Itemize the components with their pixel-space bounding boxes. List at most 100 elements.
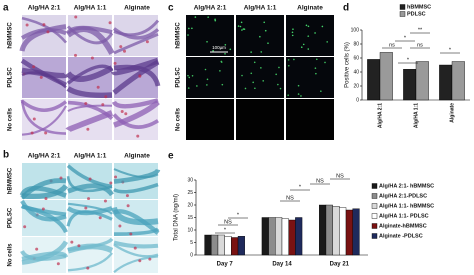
micrograph <box>236 15 284 56</box>
cell <box>88 177 92 181</box>
cell-dot <box>206 41 208 43</box>
bar <box>332 206 340 256</box>
micrograph-bg <box>236 15 284 56</box>
cell-dot <box>219 70 221 72</box>
cell-dot <box>291 31 294 34</box>
cell <box>138 74 142 78</box>
tissue-strand <box>113 64 161 87</box>
tissue-strand <box>66 176 113 193</box>
tissue-strand <box>21 67 69 79</box>
micrograph-bg <box>236 57 284 98</box>
tissue-strand <box>66 26 115 55</box>
micrograph <box>67 237 114 273</box>
tissue-strand <box>113 19 160 37</box>
micrograph-bg <box>286 15 334 56</box>
cell <box>74 15 78 19</box>
tissue-strand <box>67 252 113 272</box>
cell <box>77 244 81 248</box>
annotation: NS <box>336 173 344 179</box>
legend-label: Alginate-hBMMSC <box>379 223 427 229</box>
micrograph-bg <box>186 57 234 98</box>
cell <box>129 232 133 236</box>
cell-dot <box>194 16 197 18</box>
cell-dot <box>292 28 294 30</box>
tissue-strand <box>112 59 160 95</box>
column-header: Alg/HA 1:1 <box>74 5 107 12</box>
cell <box>126 204 130 208</box>
cell-dot <box>314 32 316 34</box>
cell <box>123 49 127 53</box>
x-tick-label: Day 7 <box>217 262 234 268</box>
y-tick-label: 0 <box>356 97 359 103</box>
micrograph <box>112 15 160 56</box>
cell <box>44 131 48 135</box>
bar <box>325 204 333 256</box>
micrograph <box>186 57 234 98</box>
legend-label: hBMMSC <box>407 4 431 10</box>
column-header: Alginate <box>297 5 323 12</box>
tissue-strand <box>20 199 67 222</box>
y-tick-label: 60 <box>353 55 359 61</box>
cell-dot <box>315 58 318 61</box>
legend-label: PDLSC <box>407 11 426 17</box>
micrograph <box>111 98 160 140</box>
cell <box>46 30 50 34</box>
cell-dot <box>314 67 317 69</box>
legend-label: Alg/HA 2:1-PDLSC <box>379 193 427 199</box>
panel-label: b <box>3 150 9 161</box>
annotation: NS <box>316 178 324 184</box>
legend-label: Alginate -PDLSC <box>379 233 423 239</box>
micrograph <box>20 199 68 236</box>
y-axis-label: Total DNA (ng/ml) <box>174 194 180 241</box>
cell-dot <box>188 27 190 30</box>
column-header: Alginate <box>124 153 150 160</box>
cell-dot <box>220 61 223 63</box>
cell-dot <box>188 76 191 79</box>
micrograph <box>65 56 114 99</box>
micrograph <box>66 199 113 236</box>
row-label: hBMMSC <box>8 22 14 49</box>
cell-dot <box>229 48 232 51</box>
y-tick-label: 80 <box>353 41 359 47</box>
bar <box>217 234 225 256</box>
micrograph-bg <box>286 57 334 98</box>
cell <box>70 240 74 244</box>
tissue-strand <box>113 240 159 249</box>
y-tick-label: 0 <box>190 252 193 258</box>
tissue-strand <box>20 99 68 112</box>
bar <box>261 217 269 256</box>
bar <box>403 68 417 101</box>
cell-dot <box>206 78 209 81</box>
cell-dot <box>263 21 266 24</box>
cell-dot <box>250 72 253 75</box>
micrograph <box>286 57 334 98</box>
cell-dot <box>287 59 290 61</box>
scale-bar-label: 100µm <box>212 45 226 50</box>
annotation: * <box>449 47 452 53</box>
cell <box>114 175 118 179</box>
cell <box>118 224 122 228</box>
bar <box>231 237 239 256</box>
cell <box>84 101 88 105</box>
annotation: NS <box>286 195 294 201</box>
cell <box>30 131 34 135</box>
y-tick-label: 20 <box>353 83 359 89</box>
cell-dot <box>254 87 256 90</box>
cell-dot <box>326 41 328 43</box>
micrograph <box>236 57 284 98</box>
bar <box>339 207 347 256</box>
cell <box>41 207 45 211</box>
cell <box>108 21 112 25</box>
cell-dot <box>302 43 305 46</box>
cell-dot <box>275 73 277 76</box>
tissue-strand <box>111 57 159 76</box>
cell <box>98 216 102 220</box>
y-tick-label: 30 <box>187 177 193 183</box>
panel-label: a <box>3 3 9 14</box>
cell-dot <box>212 50 214 52</box>
cell <box>138 259 142 263</box>
x-tick-label: Day 21 <box>330 262 350 268</box>
cell-dot <box>305 24 308 27</box>
cell-dot <box>224 53 226 55</box>
